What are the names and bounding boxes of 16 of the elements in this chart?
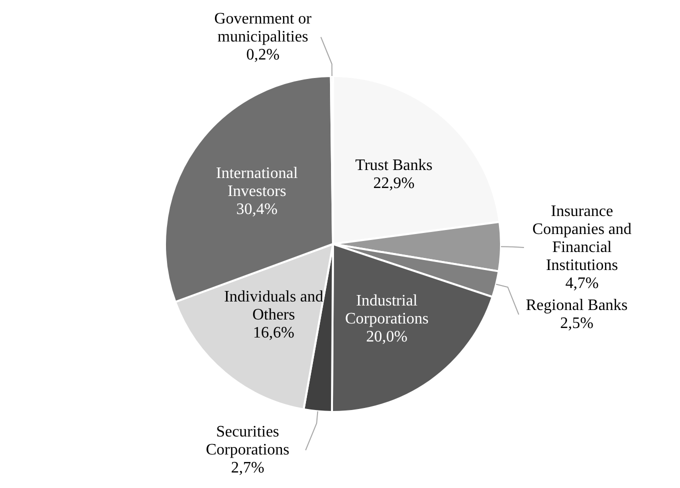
data-label: 0,2%	[246, 46, 280, 64]
slice-label: International Investors	[216, 165, 298, 200]
slice-label: Regional Banks	[526, 297, 628, 314]
slice-label: Individuals and Others	[224, 288, 324, 324]
slice-label: Securities Corporations	[206, 424, 290, 459]
slice-label: Insurance Companies and Financial Institutions	[532, 203, 632, 274]
slice-label: Trust Banks	[355, 157, 432, 174]
data-label: 20,0%	[366, 328, 408, 346]
data-label: 4,7%	[565, 275, 599, 292]
data-label: 2,7%	[230, 460, 264, 477]
data-label: 2,5%	[560, 315, 594, 332]
data-label: 16,6%	[252, 324, 294, 342]
data-label: 30,4%	[236, 201, 278, 218]
slice-label: Industrial Corporations	[345, 292, 429, 328]
data-label: 22,9%	[373, 175, 415, 192]
slice-label: Government or municipalities	[214, 10, 312, 46]
